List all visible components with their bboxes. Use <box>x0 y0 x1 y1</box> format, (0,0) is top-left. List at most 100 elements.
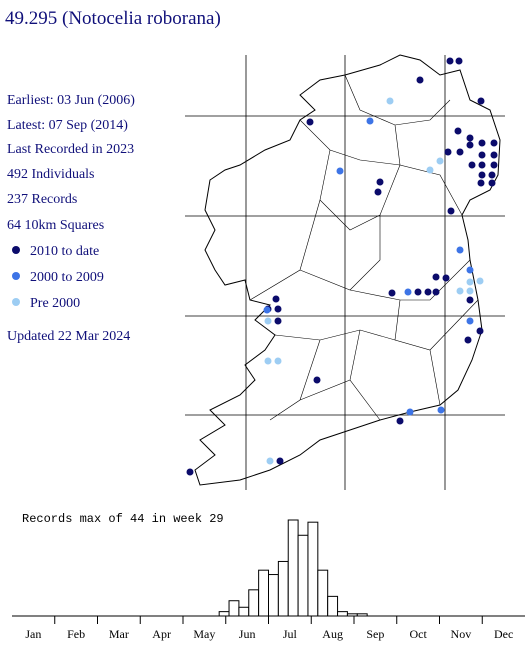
record-dot <box>313 376 321 384</box>
record-dot <box>306 118 314 126</box>
record-dot <box>186 468 194 476</box>
bar <box>228 600 240 617</box>
legend-label: 2010 to date <box>30 244 99 259</box>
bar <box>268 574 279 617</box>
record-dot <box>478 171 486 179</box>
record-dot <box>436 157 444 165</box>
month-label: Aug <box>322 627 343 641</box>
record-dot <box>454 127 462 135</box>
bar <box>238 606 250 617</box>
month-label: Dec <box>494 627 513 641</box>
record-dot <box>336 167 344 175</box>
bar <box>218 611 230 617</box>
record-dot <box>476 327 484 335</box>
record-dot <box>276 457 284 465</box>
record-dot <box>466 134 474 142</box>
bar <box>297 534 309 617</box>
month-label: Mar <box>109 627 129 641</box>
record-dot <box>468 161 476 169</box>
month-label: Jul <box>283 627 298 641</box>
grid <box>185 55 505 490</box>
record-dot <box>432 273 440 281</box>
record-dot <box>388 289 396 297</box>
record-dot <box>274 317 282 325</box>
record-dot <box>416 76 424 84</box>
record-dot <box>466 266 474 274</box>
record-dot <box>478 151 486 159</box>
bar <box>346 613 358 617</box>
bar <box>356 613 368 617</box>
map <box>185 54 505 490</box>
legend-dot <box>12 298 20 306</box>
info-line: Latest: 07 Sep (2014) <box>7 118 128 133</box>
record-dot <box>466 287 474 295</box>
legend-label: 2000 to 2009 <box>30 270 104 285</box>
record-dot <box>478 161 486 169</box>
bar <box>337 611 348 617</box>
record-dot <box>447 207 455 215</box>
record-dot <box>490 139 498 147</box>
record-dot <box>374 188 382 196</box>
record-dot <box>263 306 271 314</box>
record-dot <box>490 151 498 159</box>
record-dot <box>404 288 412 296</box>
info-line: 64 10km Squares <box>7 218 104 233</box>
month-label: Sep <box>366 627 384 641</box>
bar <box>287 519 299 617</box>
record-dot <box>432 288 440 296</box>
month-label: May <box>193 627 215 641</box>
record-dot <box>466 296 474 304</box>
record-dot <box>274 305 282 313</box>
record-dot <box>444 148 452 156</box>
record-dot <box>456 287 464 295</box>
info-panel: Earliest: 03 Jun (2006) Latest: 07 Sep (2… <box>7 93 135 344</box>
record-dot <box>488 179 496 187</box>
updated: Updated 22 Mar 2024 <box>7 329 130 344</box>
month-label: Apr <box>152 627 171 641</box>
record-dot <box>386 97 394 105</box>
record-dot <box>376 178 384 186</box>
record-dot <box>477 97 485 105</box>
record-dot <box>424 288 432 296</box>
record-dot <box>477 179 485 187</box>
record-dot <box>396 417 404 425</box>
bar <box>258 569 269 617</box>
info-line: 492 Individuals <box>7 167 95 182</box>
record-dot <box>446 57 454 65</box>
legend-dot <box>12 272 20 280</box>
record-dot <box>466 141 474 149</box>
info-line: Last Recorded in 2023 <box>7 142 134 157</box>
ireland-outline <box>194 54 501 486</box>
record-dot <box>466 317 474 325</box>
bar <box>307 521 319 617</box>
record-dot <box>478 139 486 147</box>
records <box>186 57 498 476</box>
month-label: Feb <box>67 627 85 641</box>
record-dot <box>274 357 282 365</box>
record-dot <box>464 336 472 344</box>
record-dot <box>456 246 464 254</box>
record-dot <box>266 457 274 465</box>
bar <box>277 560 289 617</box>
record-dot <box>476 277 484 285</box>
record-dot <box>488 171 496 179</box>
legend-label: Pre 2000 <box>30 296 80 311</box>
record-dot <box>366 117 374 125</box>
bar <box>327 595 339 617</box>
month-label: Jan <box>25 627 41 641</box>
record-dot <box>426 166 434 174</box>
record-dot <box>437 406 445 414</box>
month-label: Jun <box>239 627 256 641</box>
record-dot <box>456 148 464 156</box>
title: 49.295 (Notocelia roborana) <box>5 8 221 29</box>
bar <box>317 569 329 617</box>
histogram: Jan Feb Mar Apr May Jun Jul Aug Sep Oct Nov Dec <box>12 519 525 641</box>
record-dot <box>490 161 498 169</box>
bar <box>248 589 260 617</box>
month-label: Nov <box>451 627 472 641</box>
record-dot <box>264 357 272 365</box>
month-label: Oct <box>409 627 427 641</box>
record-dot <box>264 317 272 325</box>
record-dot <box>272 295 280 303</box>
